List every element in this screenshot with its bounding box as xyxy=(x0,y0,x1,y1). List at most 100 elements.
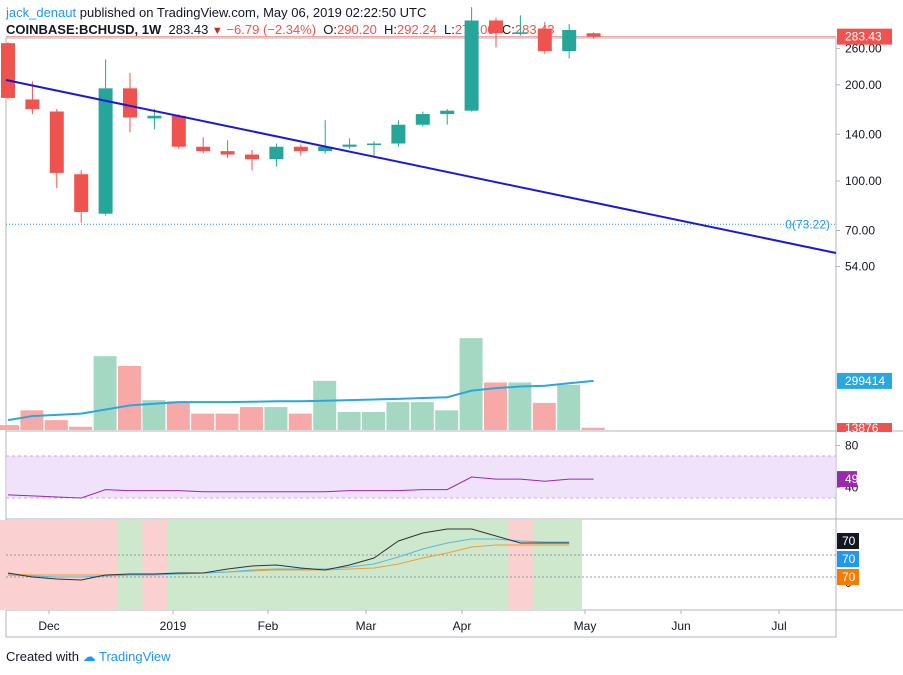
indicator-zone xyxy=(532,520,558,610)
volume-bar xyxy=(484,382,507,430)
fib-level-label: 0(73.22) xyxy=(785,217,830,231)
indicator-zone xyxy=(69,520,95,610)
time-tick-label: Feb xyxy=(258,619,279,633)
high-value: 292.24 xyxy=(397,22,437,37)
candle-body xyxy=(440,110,455,115)
volume-bar xyxy=(191,413,215,430)
last-price-badge xyxy=(837,28,892,45)
volume-bar xyxy=(362,411,385,430)
author-link[interactable]: jack_denaut xyxy=(6,5,77,20)
price-tick-label: 54.00 xyxy=(845,260,875,274)
candle-body xyxy=(391,124,406,144)
down-arrow-icon: ▼ xyxy=(211,25,223,37)
candle-body xyxy=(293,146,308,152)
time-tick-label: Mar xyxy=(356,619,377,633)
candle-body xyxy=(220,151,235,155)
candle-body xyxy=(415,114,430,125)
volume-bar xyxy=(240,407,263,430)
candle-body xyxy=(489,20,503,34)
indicator-badge-label: 70 xyxy=(842,552,856,566)
volume-bar xyxy=(264,407,288,430)
high-label: H: xyxy=(384,22,398,37)
volume-bar xyxy=(459,338,483,430)
indicator-zone xyxy=(410,520,436,610)
volume-bar xyxy=(313,380,337,430)
rsi-band xyxy=(6,456,836,498)
volume-bar xyxy=(118,366,141,430)
open-label: O: xyxy=(323,22,338,37)
volume-bar xyxy=(337,411,361,430)
candle-body xyxy=(196,146,211,152)
symbol-info-line: COINBASE:BCHUSD, 1W 283.43 ▼ −6.79 (−2.3… xyxy=(6,21,555,40)
close-label: C: xyxy=(501,22,515,37)
volume-bar xyxy=(142,400,166,430)
volume-bar xyxy=(166,401,190,430)
rsi-line xyxy=(7,476,594,499)
volume-bar xyxy=(557,384,581,430)
price-tick-label: 100.00 xyxy=(845,174,882,188)
volume-bar xyxy=(0,425,19,430)
price-change: −6.79 (−2.34%) xyxy=(226,22,317,37)
candle-body xyxy=(318,146,333,152)
volume-bar xyxy=(93,356,117,430)
volume-bar xyxy=(581,427,605,430)
indicator-zone xyxy=(240,520,265,610)
trend-line xyxy=(5,79,837,254)
indicator-zone xyxy=(142,520,168,610)
symbol-name: COINBASE:BCHUSD, 1W xyxy=(6,22,162,37)
indicator-badge xyxy=(837,569,859,585)
time-tick-label: May xyxy=(574,619,597,633)
candle-body xyxy=(74,174,89,212)
created-with-text: Created with xyxy=(6,649,79,664)
volume-bar xyxy=(435,410,459,430)
candle-body xyxy=(586,33,601,37)
candle-body xyxy=(1,43,15,98)
price-tick-label: 140.00 xyxy=(845,127,882,141)
volume-last-badge-label: 13876 xyxy=(845,421,879,435)
volume-ma-badge xyxy=(837,372,892,389)
volume-ma-line xyxy=(7,379,594,422)
last-price-badge-label: 283.43 xyxy=(845,30,882,44)
footer: Created with ☁ TradingView xyxy=(6,649,171,665)
indicator-zone xyxy=(313,520,339,610)
price-tick-label: 260.00 xyxy=(845,41,882,55)
time-tick-label: Apr xyxy=(453,619,472,633)
candle-body xyxy=(147,115,162,119)
volume-bar xyxy=(288,413,312,430)
indicator-zone xyxy=(459,520,485,610)
rsi-badge-label: 49 xyxy=(845,472,859,486)
candle-body xyxy=(171,115,186,147)
candle-body xyxy=(49,111,64,173)
candle-body xyxy=(342,144,357,147)
volume-bar xyxy=(69,426,93,430)
indicator-zone xyxy=(191,520,217,610)
indicator-zone xyxy=(118,520,143,610)
candle-body xyxy=(537,28,552,52)
candle-body xyxy=(464,20,479,111)
indicator-zone xyxy=(44,520,70,610)
indicator-zone xyxy=(288,520,314,610)
volume-bar xyxy=(215,413,239,430)
candle-body xyxy=(245,154,259,160)
volume-bar xyxy=(20,410,44,430)
indicator-zone xyxy=(215,520,241,610)
indicator-zone xyxy=(20,520,46,610)
indicator-orange-line xyxy=(7,544,570,576)
publish-header: jack_denaut published on TradingView.com… xyxy=(6,4,426,21)
time-tick-label: Dec xyxy=(38,619,59,633)
rsi-tick-label: 80 xyxy=(845,439,859,453)
open-value: 290.20 xyxy=(337,22,377,37)
time-tick-label: 2019 xyxy=(160,619,187,633)
tradingview-link[interactable]: TradingView xyxy=(99,649,171,664)
chart-canvas[interactable]: 700.00500.00380.00260.00200.00140.00100.… xyxy=(0,0,903,645)
candle-body xyxy=(25,99,40,110)
indicator-zone xyxy=(93,520,119,610)
indicator-zone xyxy=(0,520,21,610)
indicator-black-line xyxy=(7,528,570,581)
time-tick-label: Jun xyxy=(671,619,690,633)
indicator-zone xyxy=(166,520,192,610)
candle-body xyxy=(98,88,113,214)
candle-body xyxy=(562,29,577,52)
indicator-zone xyxy=(435,520,461,610)
candle-body xyxy=(123,88,137,118)
